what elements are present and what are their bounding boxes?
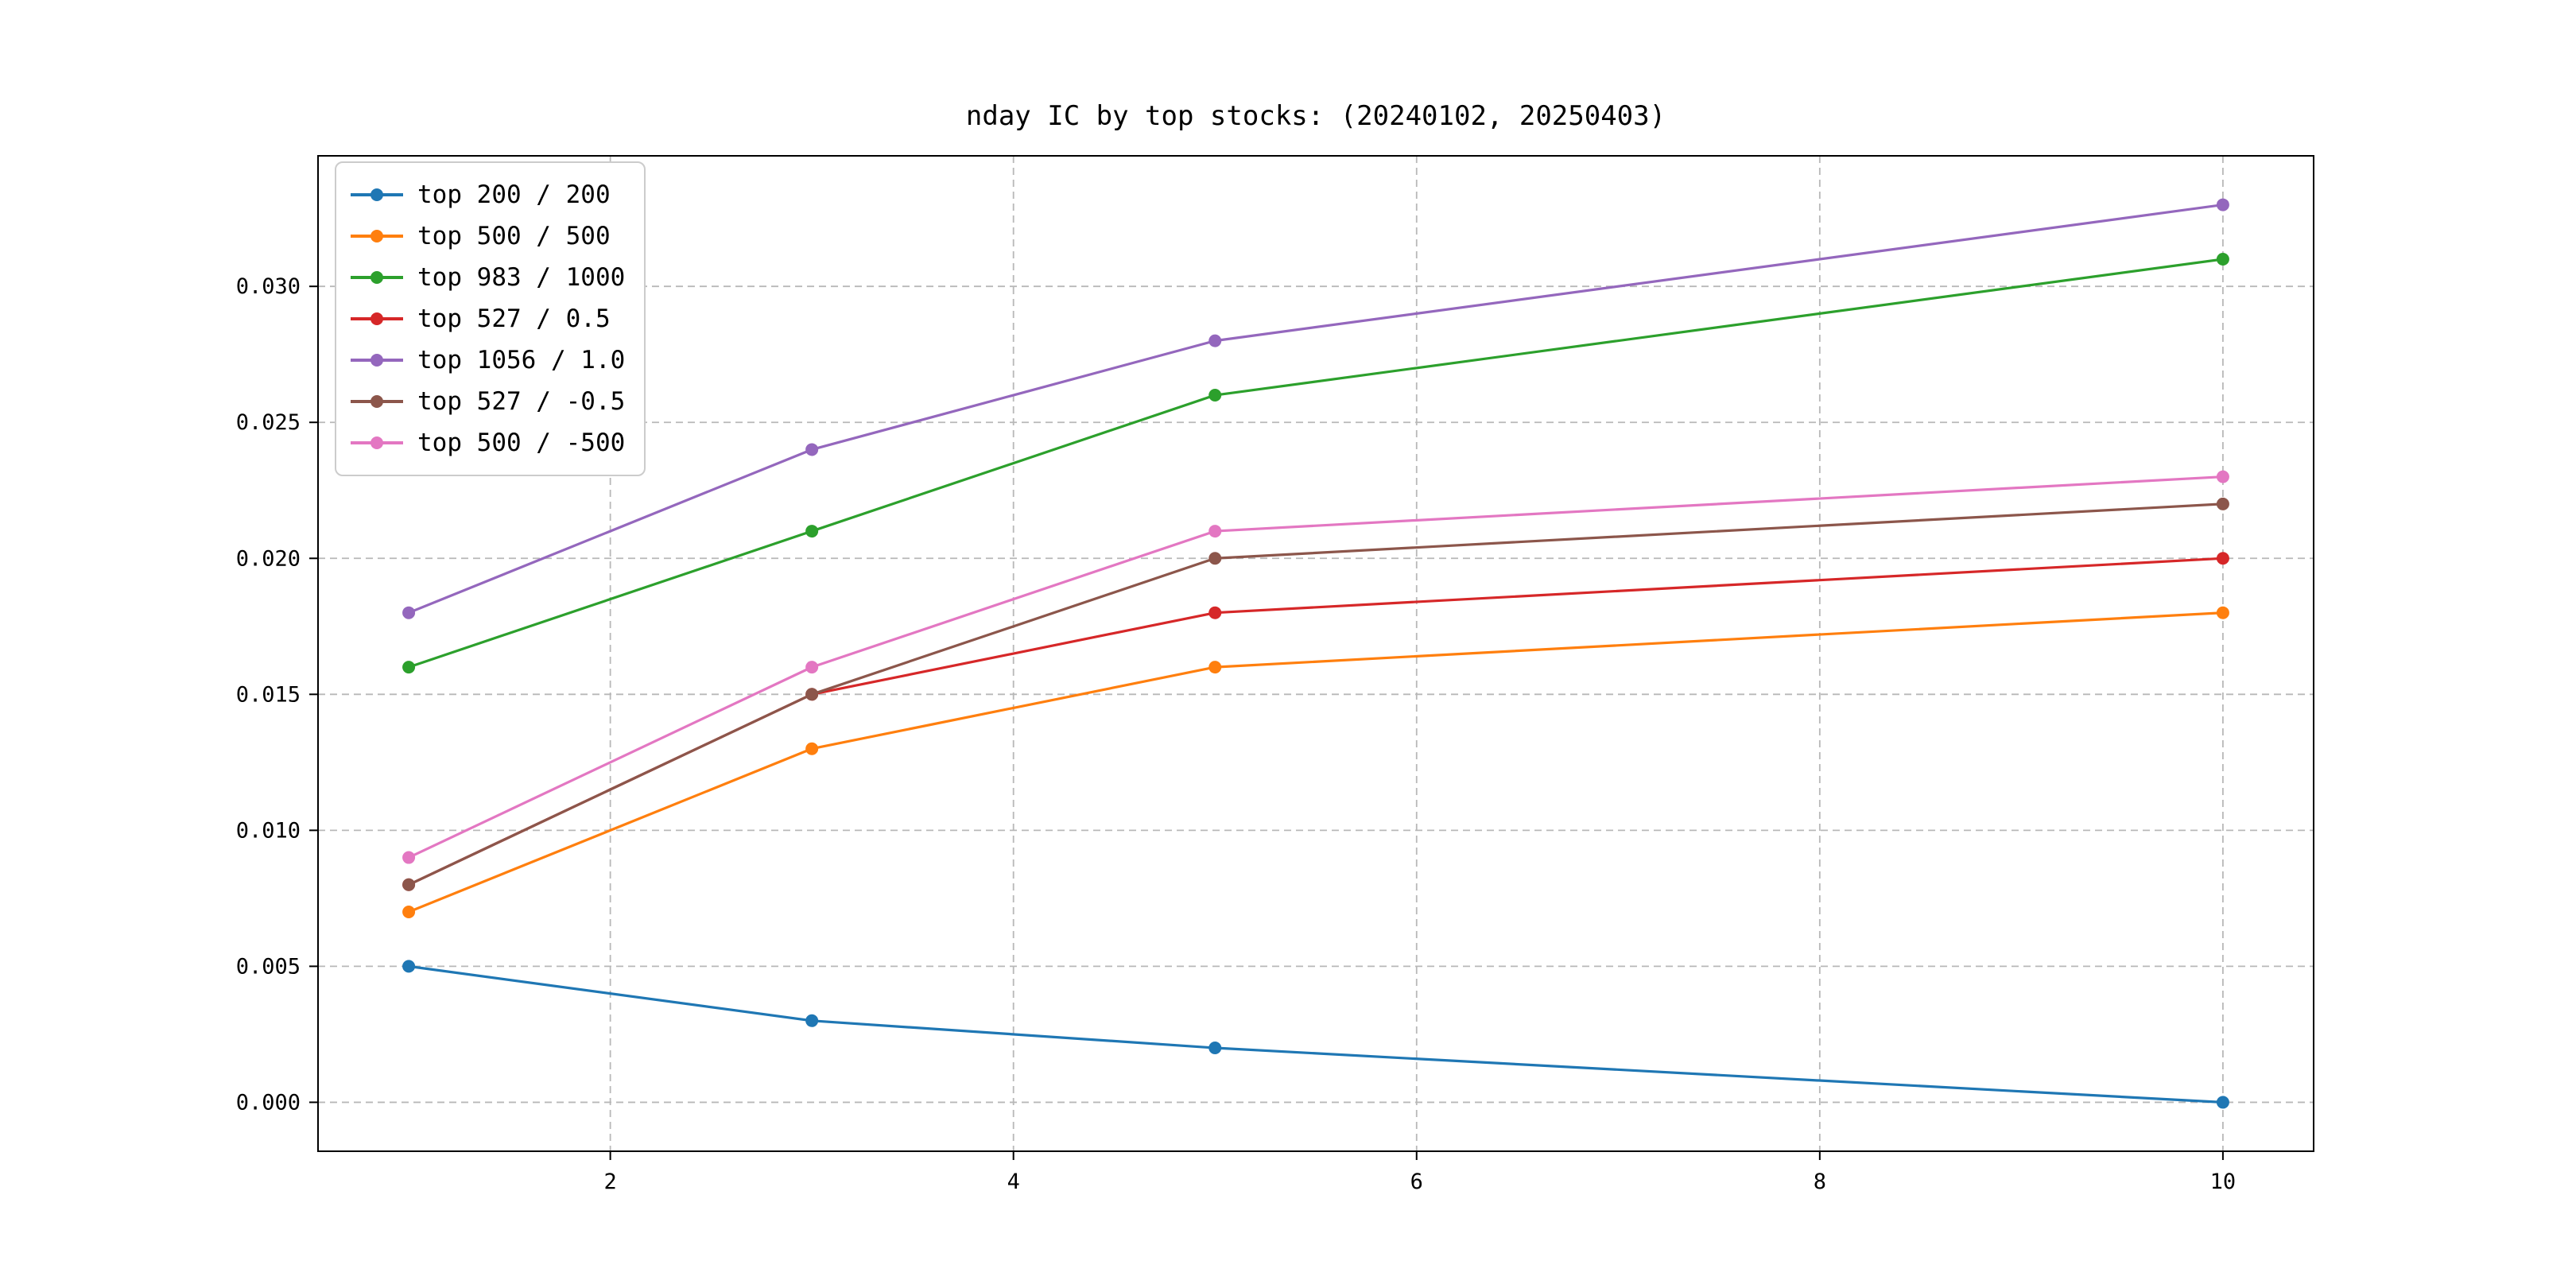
- data-point-marker: [402, 851, 416, 864]
- x-tick-label: 6: [1410, 1170, 1423, 1194]
- data-point-marker: [805, 1014, 819, 1027]
- legend-item-top-1056-1-0: top 1056 / 1.0: [351, 339, 625, 381]
- legend-line-sample: [351, 395, 403, 408]
- legend-item-top-527-0-5: top 527 / -0.5: [351, 381, 625, 422]
- legend-item-top-527-0-5: top 527 / 0.5: [351, 298, 625, 339]
- series-line: [407, 502, 2225, 886]
- y-tick-label: 0.010: [236, 818, 301, 843]
- legend-marker-dot: [370, 395, 383, 408]
- data-point-marker: [1208, 389, 1222, 402]
- legend-line-sample: [351, 436, 403, 449]
- legend-label: top 983 / 1000: [417, 263, 626, 292]
- series-top-200-200: [402, 960, 2229, 1109]
- data-point-marker: [2216, 1096, 2229, 1109]
- legend-line-sample: [351, 188, 403, 201]
- data-point-marker: [2216, 606, 2229, 619]
- series-line: [407, 557, 2225, 886]
- data-point-marker: [402, 606, 416, 619]
- series-top-500-500: [402, 470, 2229, 864]
- series-line: [407, 475, 2225, 859]
- legend-marker-dot: [370, 271, 383, 284]
- plot-frame: [317, 155, 2314, 1152]
- data-point-marker: [402, 905, 416, 918]
- data-point-marker: [2216, 252, 2229, 266]
- data-point-marker: [805, 525, 819, 538]
- series-line: [407, 611, 2225, 914]
- data-point-marker: [1208, 552, 1222, 565]
- y-tick-label: 0.015: [236, 682, 301, 707]
- series-line: [407, 258, 2225, 669]
- data-point-marker: [2216, 497, 2229, 510]
- legend: top 200 / 200 top 500 / 500 top 983 / 1000…: [335, 161, 646, 476]
- data-point-marker: [1208, 334, 1222, 347]
- y-tick-label: 0.020: [236, 546, 301, 571]
- data-point-marker: [2216, 198, 2229, 211]
- data-point-marker: [402, 878, 416, 891]
- data-point-marker: [1208, 661, 1222, 674]
- chart-title: nday IC by top stocks: (20240102, 202504…: [965, 100, 1666, 132]
- data-point-marker: [805, 443, 819, 456]
- y-tick-label: 0.005: [236, 954, 301, 979]
- x-tick-label: 8: [1814, 1170, 1826, 1194]
- legend-label: top 500 / -500: [417, 429, 626, 457]
- data-point-marker: [1208, 1042, 1222, 1055]
- legend-line-sample: [351, 354, 403, 367]
- series-line: [407, 203, 2225, 615]
- data-point-marker: [402, 960, 416, 973]
- x-tick-label: 2: [603, 1170, 616, 1194]
- legend-marker-dot: [370, 188, 383, 201]
- grid-lines: [318, 156, 2314, 1151]
- legend-line-sample: [351, 312, 403, 325]
- y-tick-label: 0.000: [236, 1090, 301, 1115]
- legend-line-sample: [351, 230, 403, 242]
- data-point-marker: [2216, 552, 2229, 565]
- legend-marker-dot: [370, 230, 383, 242]
- data-point-marker: [805, 688, 819, 701]
- legend-label: top 527 / 0.5: [417, 305, 611, 333]
- x-tick-label: 4: [1007, 1170, 1020, 1194]
- legend-item-top-500-500: top 500 / 500: [351, 215, 625, 257]
- data-point-marker: [805, 742, 819, 755]
- legend-marker-dot: [370, 436, 383, 449]
- series-top-1056-1-0: [402, 198, 2229, 619]
- data-point-marker: [1208, 606, 1222, 619]
- legend-item-top-200-200: top 200 / 200: [351, 174, 625, 215]
- series-top-527-0-5: [402, 552, 2229, 891]
- axes-ticks: 2 4 6 8 10 0.000 0.005 0.010 0.015 0.020 0.025 0.03…: [236, 274, 2236, 1194]
- legend-item-top-500-500: top 500 / -500: [351, 422, 625, 464]
- legend-label: top 527 / -0.5: [417, 387, 626, 416]
- data-point-marker: [1208, 525, 1222, 538]
- series-line: [407, 964, 2225, 1104]
- x-tick-label: 10: [2210, 1170, 2237, 1194]
- series-top-500-500: [402, 606, 2229, 918]
- legend-marker-dot: [370, 312, 383, 325]
- series-top-527-0-5: [402, 497, 2229, 891]
- data-point-marker: [805, 661, 819, 674]
- y-tick-label: 0.025: [236, 410, 301, 435]
- series-top-983-1000: [402, 252, 2229, 674]
- legend-item-top-983-1000: top 983 / 1000: [351, 257, 625, 298]
- legend-marker-dot: [370, 354, 383, 367]
- legend-label: top 1056 / 1.0: [417, 346, 626, 374]
- legend-line-sample: [351, 271, 403, 284]
- data-point-marker: [2216, 470, 2229, 483]
- data-point-marker: [402, 661, 416, 674]
- y-tick-label: 0.030: [236, 274, 301, 299]
- legend-label: top 200 / 200: [417, 180, 611, 209]
- legend-label: top 500 / 500: [417, 222, 611, 250]
